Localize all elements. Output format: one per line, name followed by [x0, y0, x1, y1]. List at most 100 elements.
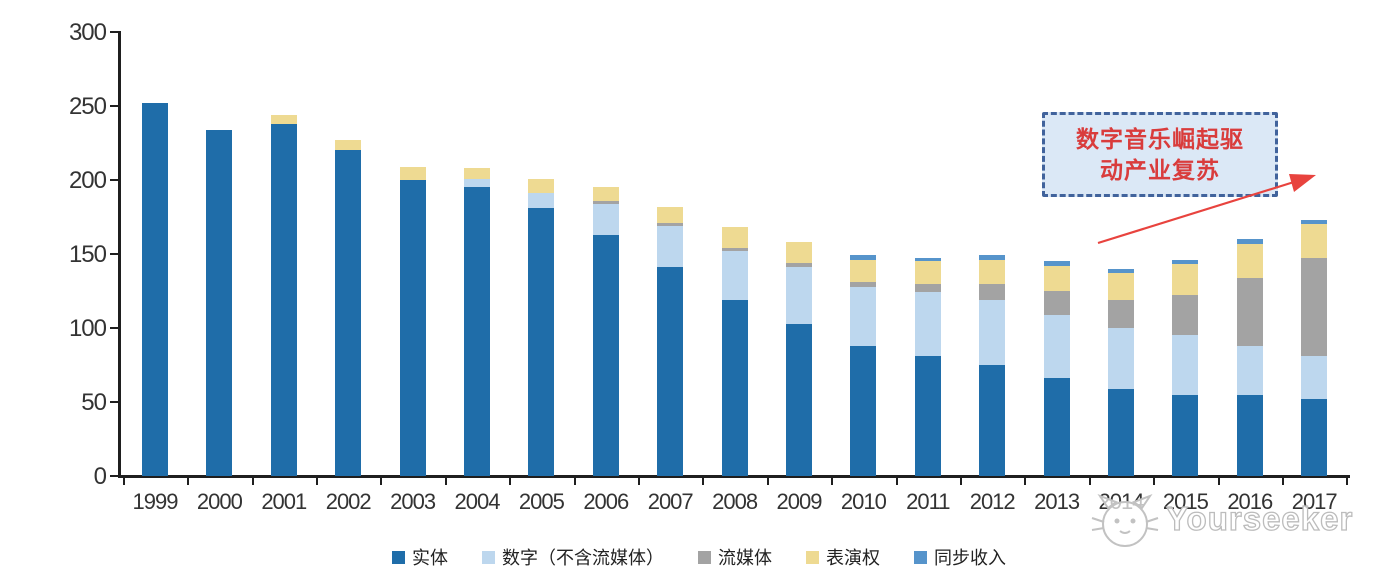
x-tick-label: 2004 — [454, 489, 501, 514]
watermark-text: Yourseeker — [1165, 499, 1354, 537]
x-tick-label: 2006 — [583, 489, 629, 514]
bar-segment — [1236, 243, 1263, 278]
bar-segment — [270, 114, 297, 124]
legend-label: 数字（不含流媒体） — [502, 548, 664, 568]
bar-segment — [270, 123, 297, 476]
bar-segment — [1043, 291, 1070, 315]
bar-segment — [1108, 328, 1134, 389]
x-axis-line — [118, 475, 1350, 478]
bar-segment — [528, 178, 555, 194]
yourseeker-logo-icon — [1091, 493, 1159, 547]
bar-segment — [1301, 258, 1328, 357]
x-tick-mark — [1217, 477, 1220, 485]
bar-segment — [1108, 388, 1134, 476]
x-tick-mark — [638, 477, 640, 485]
bar-segment — [914, 356, 941, 476]
y-axis-line — [118, 31, 121, 477]
legend-label: 表演权 — [826, 548, 880, 568]
y-tick-mark — [110, 31, 118, 33]
bar-segment — [1108, 273, 1134, 300]
legend-item: 表演权 — [806, 544, 880, 570]
x-tick-mark — [444, 477, 447, 485]
y-tick-label: 150 — [68, 241, 107, 268]
legend: 实体 数字（不含流媒体） 流媒体 表演权 同步收入 — [0, 544, 1398, 570]
y-tick-mark — [110, 179, 118, 181]
legend-item: 数字（不含流媒体） — [482, 544, 664, 570]
bar-segment — [142, 103, 168, 476]
x-tick-mark — [702, 477, 705, 485]
bar-segment — [464, 168, 490, 179]
x-tick-label: 2009 — [776, 489, 823, 514]
bar-segment — [721, 227, 748, 249]
x-tick-label: 2000 — [196, 489, 243, 514]
x-tick-mark — [895, 477, 898, 485]
bar-segment — [1301, 356, 1328, 400]
bar-segment — [1172, 259, 1199, 265]
bar-segment — [206, 129, 233, 476]
y-tick-label: 300 — [68, 19, 107, 46]
bar-segment — [335, 140, 362, 151]
y-tick-mark — [110, 401, 118, 403]
bar-segment — [1108, 268, 1134, 274]
bar-segment — [850, 282, 877, 287]
x-tick-mark — [766, 477, 769, 485]
legend-swatch-icon — [482, 550, 495, 564]
bar-segment — [1236, 239, 1263, 244]
bar-segment — [914, 258, 941, 262]
bar-segment — [592, 187, 619, 201]
legend-item: 流媒体 — [698, 544, 772, 570]
bar-segment — [1043, 261, 1070, 266]
bar-segment — [786, 262, 812, 268]
bar-segment — [979, 299, 1006, 365]
x-tick-label: 2001 — [261, 489, 307, 514]
x-tick-label: 2013 — [1034, 489, 1080, 514]
bar-segment — [850, 345, 877, 476]
bar-segment — [1301, 224, 1328, 259]
x-tick-mark — [509, 477, 512, 485]
y-tick-mark — [110, 327, 118, 329]
bar-segment — [914, 283, 941, 293]
legend-swatch-icon — [806, 550, 819, 564]
bar-segment — [1108, 299, 1134, 328]
bar-segment — [592, 200, 619, 204]
bar-segment — [786, 323, 812, 476]
bar-segment — [464, 187, 490, 476]
x-tick-label: 2017 — [1291, 489, 1338, 514]
legend-label: 实体 — [412, 548, 448, 568]
legend-swatch-icon — [392, 550, 405, 564]
bar-segment — [592, 203, 619, 235]
x-tick-mark — [573, 477, 576, 485]
y-tick-label: 0 — [93, 463, 107, 490]
bar-segment — [914, 292, 941, 357]
x-tick-mark — [1088, 477, 1091, 485]
bar-segment — [721, 299, 748, 476]
x-tick-label: 1999 — [132, 489, 179, 514]
bar-segment — [1236, 277, 1263, 346]
bar-segment — [657, 267, 684, 476]
annotation-callout: 数字音乐崛起驱 动产业复苏 — [1042, 112, 1278, 197]
x-tick-mark — [1346, 477, 1349, 485]
bar-segment — [1172, 264, 1199, 296]
bar-segment — [979, 259, 1006, 284]
x-tick-mark — [380, 477, 383, 485]
x-tick-label: 2016 — [1227, 489, 1273, 514]
bar-segment — [1236, 345, 1263, 395]
bar-segment — [335, 150, 362, 476]
bar-segment — [1043, 314, 1070, 379]
watermark: Yourseeker — [1090, 493, 1380, 554]
x-tick-mark — [960, 477, 962, 485]
bar-segment — [850, 259, 877, 283]
y-tick-label: 200 — [68, 167, 107, 194]
legend-label: 同步收入 — [934, 548, 1006, 568]
bar-segment — [1301, 219, 1328, 225]
x-tick-mark — [187, 477, 190, 485]
bar-segment — [1236, 394, 1263, 476]
y-tick-mark — [110, 253, 118, 255]
y-tick-label: 100 — [68, 315, 107, 342]
bar-segment — [850, 286, 877, 346]
bar-segment — [1172, 295, 1199, 336]
bar-segment — [657, 225, 684, 268]
x-tick-label: 2005 — [518, 489, 565, 514]
x-tick-mark — [831, 477, 834, 485]
